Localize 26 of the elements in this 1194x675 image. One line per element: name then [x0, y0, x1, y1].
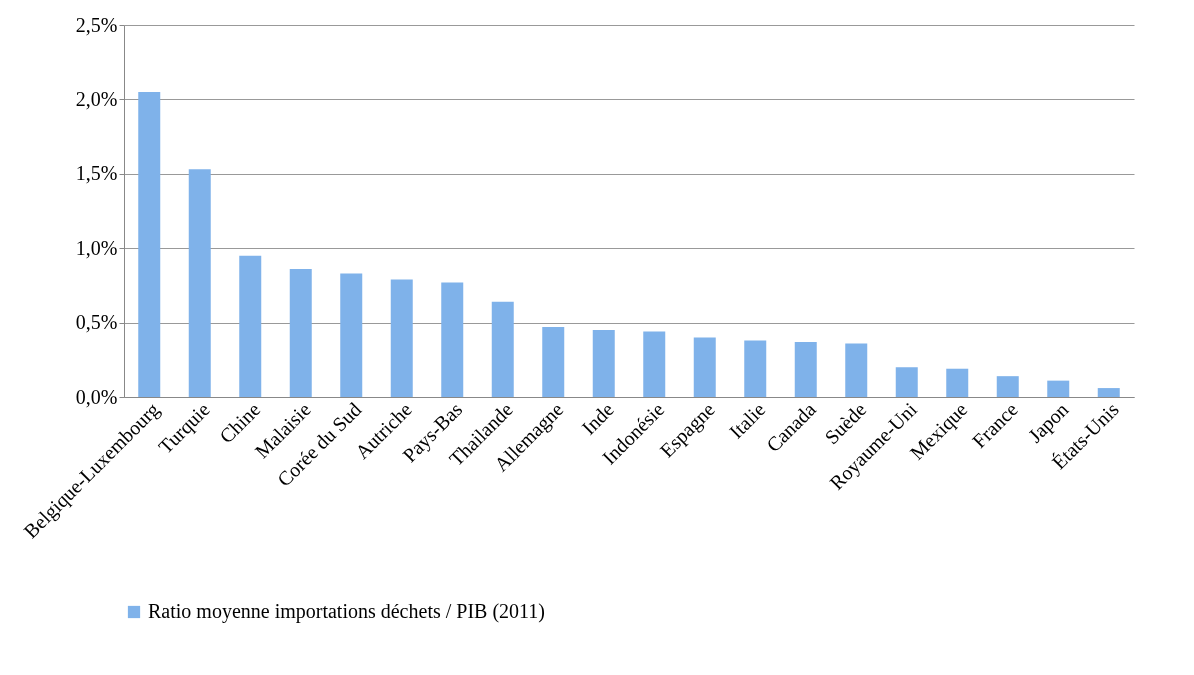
legend-label: Ratio moyenne importations déchets / PIB (2011)	[148, 600, 545, 623]
bar	[643, 331, 666, 397]
bar	[138, 91, 161, 397]
y-tick-label: 0,5%	[75, 311, 118, 334]
y-tick-label: 1,5%	[75, 162, 118, 185]
bar	[1047, 380, 1070, 397]
y-tick-label: 2,0%	[75, 87, 118, 110]
bar	[188, 169, 211, 397]
bar	[542, 327, 565, 397]
bar	[441, 282, 464, 397]
bar	[340, 273, 363, 397]
bar	[794, 341, 817, 397]
bar	[491, 301, 514, 397]
bar	[390, 279, 413, 397]
bar	[895, 367, 918, 397]
y-tick-label: 1,0%	[75, 236, 118, 259]
bar	[1097, 388, 1120, 397]
bar	[845, 343, 868, 397]
bar	[239, 255, 262, 397]
bar	[289, 269, 312, 397]
bar	[693, 337, 716, 397]
bar	[946, 368, 969, 397]
bar	[592, 330, 615, 397]
bar	[996, 376, 1019, 397]
y-tick-label: 2,5%	[75, 13, 118, 36]
bar	[744, 340, 767, 397]
